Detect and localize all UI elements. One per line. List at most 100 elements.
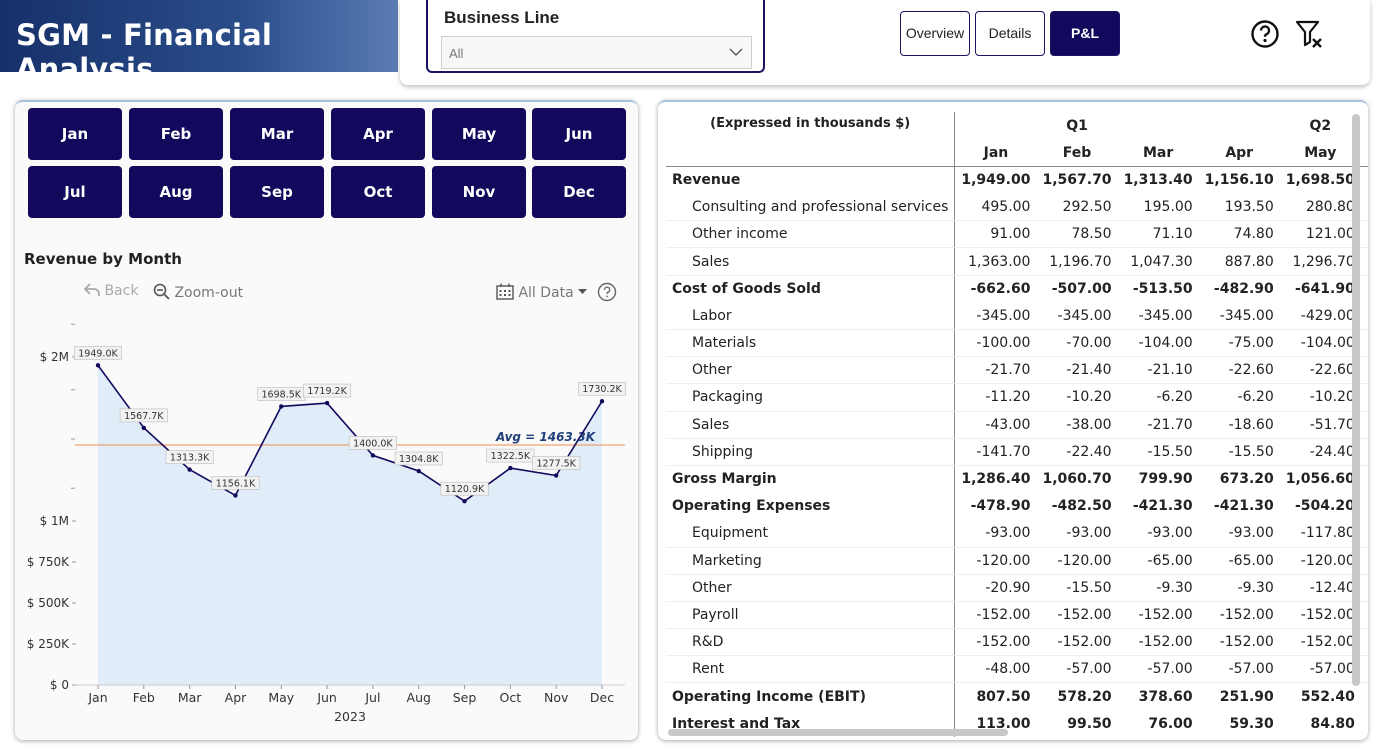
pnl-panel: (Expressed in thousands $) Q1 Q2 Jan Feb M… (658, 100, 1368, 740)
table-row[interactable]: Packaging-11.20-10.20-6.20-6.20-10.20-8.… (666, 383, 1368, 412)
table-row[interactable]: Sales 1,363.00 1,196.70 1,047.30 887.80 1,296… (666, 247, 1368, 276)
x-tick-label: Apr (225, 690, 247, 705)
table-row[interactable]: Other income91.0078.5071.1074.80121.0010… (666, 220, 1368, 249)
horizontal-scrollbar[interactable] (668, 729, 1008, 736)
area-fill (98, 365, 602, 685)
table-row[interactable]: Materials -100.00 -70.00 -104.00 -75.00 -104.… (666, 329, 1368, 358)
table-row[interactable]: Labor -345.00 -345.00 -345.00 -345.00 -429.00… (666, 302, 1368, 331)
row-label: Packaging (666, 383, 956, 412)
date-range-label: All Data (518, 285, 574, 301)
month-button-nov[interactable]: Nov (432, 166, 526, 218)
x-tick-label: Sep (453, 690, 477, 705)
month-button-sep[interactable]: Sep (230, 166, 324, 218)
month-header-apr: Apr (1225, 144, 1254, 161)
zoom-out-button[interactable]: Zoom-out (153, 283, 243, 301)
chart-title: Revenue by Month (24, 250, 182, 268)
help-icon[interactable] (1249, 18, 1281, 50)
month-button-apr[interactable]: Apr (331, 108, 425, 160)
chart-help-icon[interactable] (597, 282, 617, 302)
month-button-aug[interactable]: Aug (129, 166, 223, 218)
cell-value: 378.60 (1138, 688, 1193, 705)
cell-value: 195.00 (1117, 193, 1199, 222)
cell-value: -641.90 (1295, 280, 1355, 297)
caret-down-icon (578, 289, 588, 294)
cell-value: 251.90 (1219, 688, 1274, 705)
calendar-icon (496, 283, 514, 300)
table-row[interactable]: Operating Income (EBIT) 807.50 578.20 378.6… (666, 682, 1368, 711)
data-label-box (119, 408, 168, 423)
cell-value: -18.60 (1198, 411, 1280, 439)
month-button-jun[interactable]: Jun (532, 108, 626, 160)
month-button-dec[interactable]: Dec (532, 166, 626, 218)
cell-value: -22.60 (1198, 356, 1280, 385)
cell-value: 78.50 (1036, 220, 1118, 249)
table-row[interactable]: Payroll -152.00 -152.00 -152.00 -152.00 -152.… (666, 601, 1368, 630)
table-row[interactable]: Sales-43.00-38.00-21.70-18.60-51.70-45.4… (666, 411, 1368, 439)
nav-details-button[interactable]: Details (975, 11, 1045, 56)
cell-value: -24.40 (1279, 438, 1361, 466)
data-label: 1156.1K (216, 478, 256, 489)
pnl-body: Revenue 1,949.00 1,567.70 1,313.40 1,156.10 1… (666, 165, 1368, 738)
cell-value: 100.70 (1360, 220, 1368, 249)
table-row[interactable]: Operating Expenses -478.90 -482.50 -421.30 -… (666, 492, 1368, 520)
month-button-oct[interactable]: Oct (331, 166, 425, 218)
row-label: Gross Margin (666, 465, 956, 493)
table-row[interactable]: Gross Margin 1,286.40 1,060.70 799.90 673.20… (666, 465, 1368, 493)
table-row[interactable]: R&D-152.00-152.00-152.00-152.00-152.00-1… (666, 628, 1368, 657)
cell-value: 1,056.60 (1285, 471, 1355, 488)
table-row[interactable]: Shipping-141.70-22.40-15.50-15.50-24.40-… (666, 438, 1368, 466)
month-button-mar[interactable]: Mar (230, 108, 324, 160)
table-row[interactable]: Other-20.90-15.50-9.30-9.30-12.40-9.30 (666, 574, 1368, 602)
cell-value: 552.40 (1300, 688, 1355, 705)
cell-value: -345.00 (1198, 302, 1280, 331)
row-label: Payroll (666, 601, 956, 630)
table-row[interactable]: Cost of Goods Sold -662.60 -507.00 -513.50 -… (666, 275, 1368, 303)
cell-value: -152.00 (1198, 601, 1280, 630)
row-label: Revenue (666, 165, 956, 194)
cell-value: -43.00 (954, 411, 1037, 439)
cell-value: -57.00 (1117, 655, 1199, 684)
nav-overview-button[interactable]: Overview (900, 11, 970, 56)
table-row[interactable]: Revenue 1,949.00 1,567.70 1,313.40 1,156.10 1… (666, 165, 1368, 194)
cell-value: -9.30 (1360, 574, 1368, 602)
cell-value: -482.50 (1051, 498, 1112, 515)
cell-value: 807.50 (976, 688, 1031, 705)
title-banner: SGM - Financial Analysis (0, 0, 398, 86)
business-line-dropdown[interactable]: All (441, 36, 752, 69)
nav-pnl-button[interactable]: P&L (1050, 11, 1120, 56)
month-button-jan[interactable]: Jan (28, 108, 122, 160)
clear-filter-icon[interactable] (1294, 18, 1326, 50)
cell-value: -152.00 (1360, 601, 1368, 630)
cell-value: -11.20 (954, 383, 1037, 412)
vertical-scrollbar[interactable] (1352, 114, 1360, 686)
quarter-header-row: (Expressed in thousands $) Q1 Q2 (666, 112, 1368, 167)
cell-value: -345.00 (954, 302, 1037, 331)
month-button-jul[interactable]: Jul (28, 166, 122, 218)
cell-value: -12.40 (1279, 574, 1361, 602)
cell-value: 113.00 (976, 715, 1031, 732)
table-row[interactable]: Rent-48.00-57.00-57.00-57.00-57.00-57.00 (666, 655, 1368, 684)
cell-value: -9.30 (1117, 574, 1199, 602)
y-tick-label: $ 1M (40, 514, 69, 528)
row-label: R&D (666, 628, 956, 657)
table-row[interactable]: Other-21.70-21.40-21.10-22.60-22.60-22.6… (666, 356, 1368, 385)
month-header-row: Jan Feb Mar Apr May Jun (666, 139, 1368, 166)
row-label: Sales (666, 411, 956, 439)
business-line-label: Business Line (444, 8, 560, 27)
month-header-may: May (1304, 144, 1337, 161)
table-row[interactable]: Equipment -93.00 -93.00 -93.00 -93.00 -117.80… (666, 519, 1368, 548)
month-header-mar: Mar (1142, 144, 1174, 161)
month-button-may[interactable]: May (432, 108, 526, 160)
table-row[interactable]: Marketing -120.00 -120.00 -65.00 -65.00 -120.… (666, 547, 1368, 575)
month-button-feb[interactable]: Feb (129, 108, 223, 160)
back-button[interactable]: Back (83, 283, 138, 299)
x-tick-label: Jul (364, 690, 380, 705)
cell-value: 1,156.10 (1198, 165, 1280, 194)
date-range-dropdown[interactable]: All Data (496, 283, 588, 301)
cell-value: -57.00 (1198, 655, 1280, 684)
table-row[interactable]: Consulting and professional services 495.… (666, 193, 1368, 222)
cell-value: -45.40 (1360, 411, 1368, 439)
cell-value: 583.50 (1361, 683, 1368, 710)
cell-value: -152.00 (1360, 628, 1368, 657)
cell-value: 1,329.30 (1360, 247, 1368, 276)
